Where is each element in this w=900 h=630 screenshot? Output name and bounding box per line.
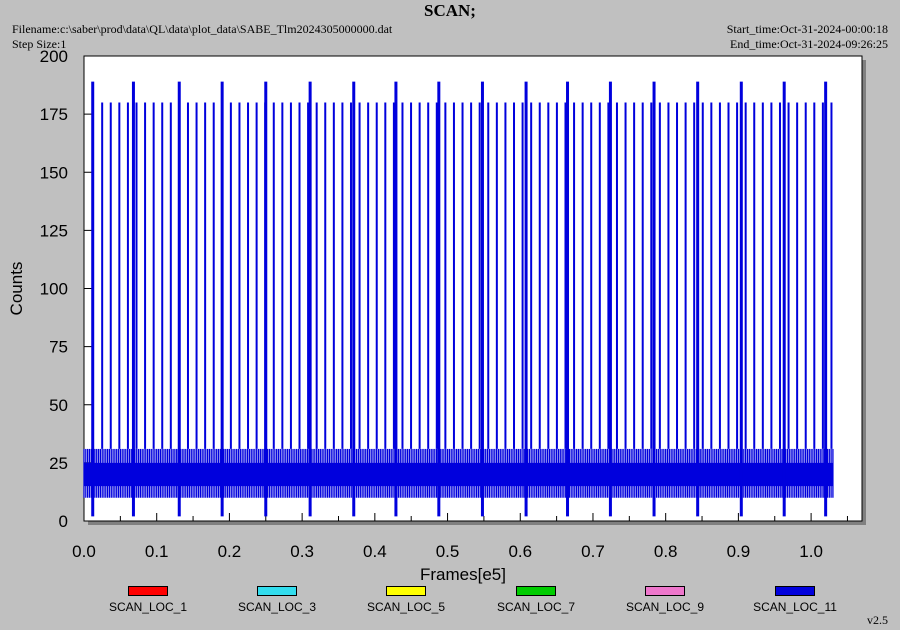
y-tick-label: 175 [40,105,68,124]
legend-swatch [257,586,297,596]
legend-label: SCAN_LOC_3 [237,600,317,614]
legend-item: SCAN_LOC_3 [217,586,337,614]
y-tick-label: 100 [40,280,68,299]
legend-swatch [516,586,556,596]
end-time-label: End_time:Oct-31-2024-09:26:25 [730,37,888,51]
y-axis-label: Counts [7,262,26,316]
y-tick-label: 25 [49,454,68,473]
y-tick-label: 200 [40,47,68,66]
chart-title: SCAN; [424,1,476,20]
legend-label: SCAN_LOC_11 [753,600,837,614]
legend-item: SCAN_LOC_7 [476,586,596,614]
legend-item: SCAN_LOC_11 [735,586,855,614]
y-tick-label: 50 [49,396,68,415]
legend-swatch [775,586,815,596]
x-tick-label: 0.7 [581,542,605,561]
x-tick-label: 0.3 [290,542,314,561]
x-axis-label: Frames[e5] [420,565,506,584]
legend-swatch [128,586,168,596]
x-tick-label: 0.6 [508,542,532,561]
x-tick-label: 0.9 [727,542,751,561]
x-tick-label: 0.1 [145,542,169,561]
legend-label: SCAN_LOC_5 [366,600,446,614]
y-tick-label: 0 [59,512,68,531]
legend-swatch [645,586,685,596]
x-tick-label: 1.0 [799,542,823,561]
y-tick-label: 150 [40,163,68,182]
legend-item: SCAN_LOC_5 [346,586,466,614]
x-tick-label: 0.4 [363,542,387,561]
version-label: v2.5 [867,613,888,627]
legend-label: SCAN_LOC_7 [496,600,576,614]
legend-label: SCAN_LOC_1 [108,600,188,614]
x-tick-label: 0.8 [654,542,678,561]
x-tick-label: 0.0 [72,542,96,561]
y-tick-label: 125 [40,221,68,240]
legend-item: SCAN_LOC_1 [88,586,208,614]
step-size-label: Step Size:1 [12,37,67,51]
x-tick-label: 0.5 [436,542,460,561]
data-series-scan-loc-11 [83,81,834,517]
x-tick-label: 0.2 [218,542,242,561]
start-time-label: Start_time:Oct-31-2024-00:00:18 [726,22,888,36]
filename-label: Filename:c:\saber\prod\data\QL\data\plot… [12,22,393,36]
y-tick-label: 75 [49,338,68,357]
legend-item: SCAN_LOC_9 [605,586,725,614]
legend-label: SCAN_LOC_9 [625,600,705,614]
baseline-core [84,462,833,487]
legend-swatch [386,586,426,596]
